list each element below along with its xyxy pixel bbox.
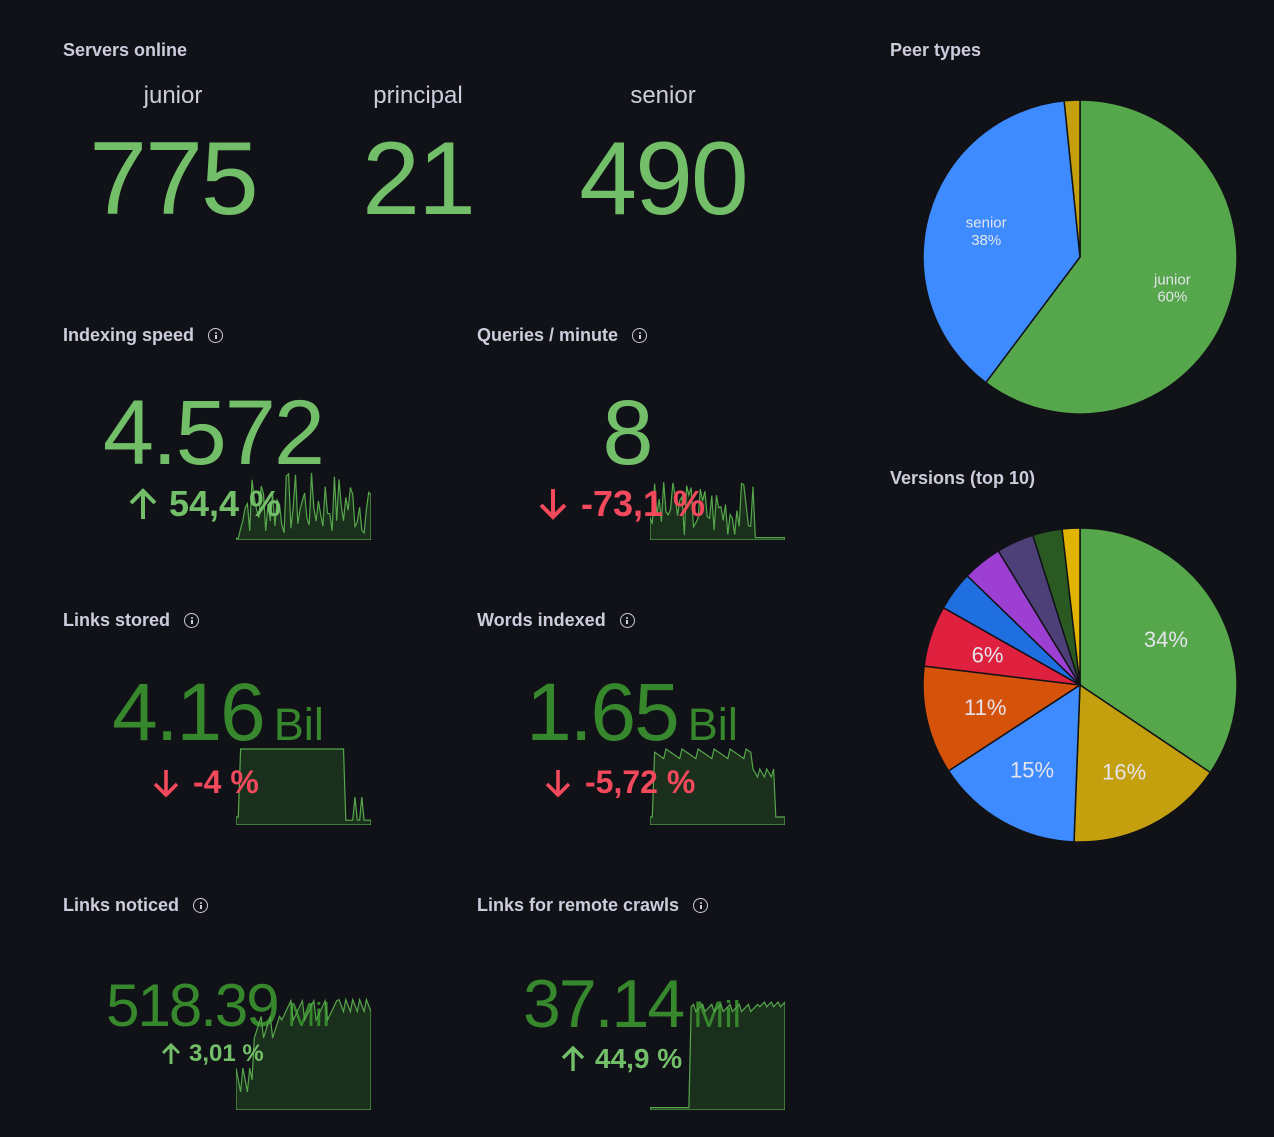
panel-title[interactable]: Servers online	[63, 40, 188, 60]
stat-unit: Bil	[687, 699, 738, 750]
delta-value: 44,9 %	[595, 1043, 683, 1074]
info-circle-icon[interactable]	[208, 328, 224, 343]
delta-value: -4 %	[193, 764, 259, 800]
info-circle-icon[interactable]	[184, 613, 200, 628]
indexing-speed-panel: Indexing speed 4.572 54,4 %	[63, 325, 383, 545]
sparkline	[650, 482, 785, 540]
peer-types-panel: Peer types junior 60% senior 38%	[890, 40, 1250, 430]
links-noticed-panel: Links noticed 518.39Mil 3,01 %	[63, 895, 383, 1115]
sparkline	[650, 1000, 785, 1110]
pie-slice[interactable]	[922, 99, 1081, 384]
panel-title-text: Links for remote crawls	[477, 895, 680, 915]
words-indexed-panel: Words indexed 1.65 Bil -5,72 %	[477, 610, 797, 830]
pie-slice-label: 6%	[972, 642, 1004, 667]
stat-unit: Mil	[288, 996, 330, 1033]
stat-label-senior: senior	[630, 82, 696, 109]
delta-indicator: -4 %	[151, 764, 259, 801]
pie-slice-label: 11%	[964, 695, 1006, 720]
arrow-down-icon	[539, 489, 567, 520]
panel-title[interactable]: Peer types	[890, 40, 982, 60]
stat-value: 8	[602, 382, 653, 484]
arrow-down-icon	[153, 769, 179, 798]
sparkline	[236, 472, 371, 540]
pie-slice-label: 15%	[1010, 757, 1054, 782]
pie-slice-label: 34%	[1144, 627, 1188, 652]
panel-title-text: Queries / minute	[477, 325, 619, 345]
panel-title[interactable]: Queries / minute	[477, 325, 648, 346]
pie-slice-label: 60%	[1157, 289, 1187, 306]
pie-slice-label: 38%	[971, 232, 1001, 249]
stat-number: 4.16	[112, 667, 266, 758]
panel-title[interactable]: Indexing speed	[63, 325, 224, 346]
info-circle-icon[interactable]	[693, 898, 709, 913]
servers-online-panel: Servers online junior 775 principal 21 s…	[63, 40, 823, 270]
panel-title-text: Words indexed	[477, 610, 606, 630]
pie-slice-label: 16%	[1102, 759, 1146, 784]
stat-value: 4.572	[102, 382, 325, 484]
links-remote-crawls-panel: Links for remote crawls 37.14Mil 44,9 %	[477, 895, 797, 1115]
links-stored-panel: Links stored 4.16 Bil -4 %	[63, 610, 383, 830]
pie-slice-label: senior	[966, 215, 1007, 232]
versions-panel: Versions (top 10) 34% 16% 15% 11% 6%	[890, 468, 1250, 868]
stat-number: 1.65	[526, 667, 680, 758]
delta-indicator: 3,01 %	[161, 1040, 264, 1068]
panel-title-text: Indexing speed	[63, 325, 195, 345]
queries-minute-panel: Queries / minute 8 -73,1 %	[477, 325, 797, 545]
stat-unit: Mil	[693, 993, 741, 1035]
info-circle-icon[interactable]	[619, 613, 635, 628]
arrow-up-icon	[129, 488, 157, 519]
arrow-up-icon	[161, 1043, 181, 1064]
sparkline	[236, 748, 371, 825]
stat-value-senior: 490	[579, 121, 749, 237]
sparkline	[650, 747, 785, 825]
panel-title[interactable]: Links noticed	[63, 895, 209, 916]
pie-slice[interactable]	[922, 665, 1083, 772]
pie-slice[interactable]	[947, 683, 1081, 843]
pie-slice[interactable]	[1079, 527, 1238, 774]
delta-value: 3,01 %	[189, 1040, 264, 1067]
stat-value-principal: 21	[362, 121, 476, 237]
delta-indicator: -5,72 %	[543, 764, 695, 801]
delta-value: -5,72 %	[585, 764, 696, 800]
stat-label-principal: principal	[373, 82, 463, 109]
sparkline	[236, 997, 371, 1110]
delta-indicator: 44,9 %	[561, 1043, 682, 1075]
panel-title-text: Links noticed	[63, 895, 180, 915]
stat-value: 518.39Mil	[63, 971, 373, 1040]
panel-title[interactable]: Versions (top 10)	[890, 468, 1036, 488]
panel-title[interactable]: Words indexed	[477, 610, 635, 631]
delta-indicator: -73,1 %	[537, 483, 705, 525]
delta-value: -73,1 %	[581, 483, 706, 524]
delta-value: 54,4 %	[169, 483, 282, 524]
info-circle-icon[interactable]	[632, 328, 648, 343]
panel-title[interactable]: Links stored	[63, 610, 200, 631]
arrow-up-icon	[561, 1046, 585, 1071]
stat-value: 1.65 Bil	[477, 666, 787, 760]
info-circle-icon[interactable]	[193, 898, 209, 913]
versions-pie-chart: 34% 16% 15% 11% 6%	[922, 527, 1238, 843]
stat-number: 518.39	[106, 972, 280, 1039]
panel-title-text: Links stored	[63, 610, 171, 630]
pie-slice-label: junior	[1153, 271, 1191, 288]
panel-title[interactable]: Links for remote crawls	[477, 895, 709, 916]
delta-indicator: 54,4 %	[127, 483, 281, 525]
stat-value-junior: 775	[89, 121, 259, 237]
pie-slice[interactable]	[1061, 527, 1081, 686]
pie-slice[interactable]	[1063, 99, 1081, 258]
stat-label-junior: junior	[143, 82, 203, 109]
stat-value: 37.14Mil	[477, 965, 787, 1043]
stat-unit: Bil	[273, 699, 324, 750]
stat-value: 4.16 Bil	[63, 666, 373, 760]
arrow-down-icon	[545, 769, 571, 798]
pie-slice[interactable]	[984, 99, 1238, 415]
pie-slice[interactable]	[1073, 683, 1212, 843]
stat-number: 37.14	[523, 966, 685, 1042]
